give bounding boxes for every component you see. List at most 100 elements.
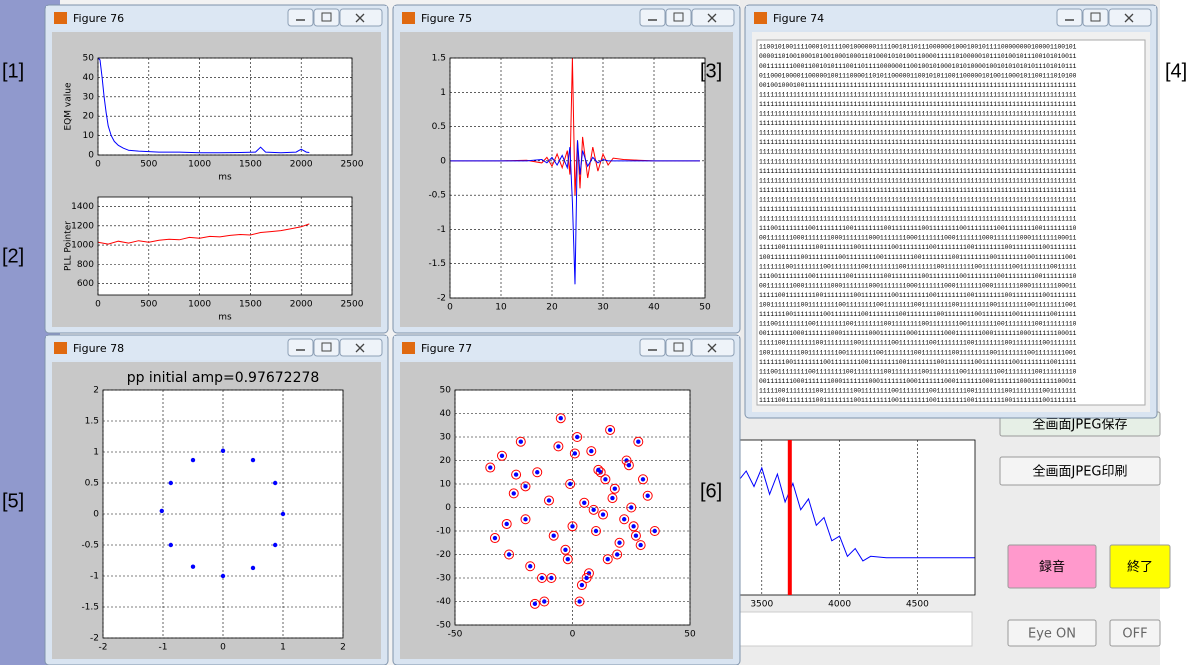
text-line: 1110011111111001111111100111111110011111… (759, 368, 1077, 375)
button[interactable] (1109, 619, 1161, 647)
minimize-button[interactable] (639, 8, 666, 27)
y-tick-label: 1 (93, 448, 99, 458)
x-tick-label: 50 (699, 303, 711, 313)
point (575, 434, 580, 440)
text-line: 0010010001001111111111111111111111111111… (759, 82, 1077, 89)
ring-marker (539, 596, 550, 607)
point (596, 467, 601, 473)
ring-marker (520, 481, 531, 492)
y-tick-label: -10 (436, 527, 451, 537)
maximize-button[interactable] (313, 338, 340, 357)
ring-marker (635, 540, 646, 551)
y-tick-label: 2 (93, 386, 99, 396)
point (168, 480, 173, 486)
ring-marker (532, 467, 543, 478)
text-line: 0011111110001111111000111111100011111110… (759, 282, 1077, 289)
point (250, 457, 256, 463)
y-axis-label: PLL Pointer (64, 221, 74, 271)
ring-marker (555, 413, 566, 424)
close-glyph (707, 13, 717, 23)
button[interactable] (1007, 619, 1097, 647)
ring-marker (638, 474, 648, 485)
y-tick-label: 20 (83, 112, 95, 122)
y-tick-label: 1.5 (432, 54, 446, 64)
point (638, 542, 643, 548)
text-line: 1111100111111110011111111001111111100111… (759, 397, 1077, 404)
annotation: [3] (700, 60, 722, 82)
x-tick-label: 3500 (750, 600, 773, 610)
x-tick-label: 2 (340, 643, 346, 653)
point (273, 480, 278, 486)
y-tick-label: 10 (440, 480, 452, 490)
point (556, 444, 561, 449)
y-tick-label: -1 (437, 225, 446, 235)
point (622, 517, 627, 522)
point (190, 564, 196, 569)
point (612, 486, 617, 491)
chart-title: pp initial amp=0.97672278 (127, 370, 320, 386)
point (582, 500, 587, 505)
x-tick-label: -50 (448, 630, 463, 640)
minimize-button[interactable] (1056, 8, 1083, 27)
y-tick-label: 1400 (71, 202, 94, 212)
ring-marker (588, 504, 599, 515)
point (280, 511, 286, 517)
point (584, 575, 589, 581)
maximize-button[interactable] (1082, 8, 1109, 27)
axes (740, 440, 975, 595)
point (617, 540, 622, 545)
button-label: Eye ON (1028, 627, 1076, 642)
ring-marker (605, 424, 616, 435)
ring-marker (553, 441, 564, 452)
ring-marker (595, 467, 606, 478)
x-tick-label: 1000 (188, 300, 211, 310)
button-label: 全画面JPEG保存 (1033, 417, 1128, 433)
text-line: 0011111110001111111000111111100011111110… (759, 235, 1077, 242)
text-line: 1100101001111000101111001000000111100101… (759, 44, 1077, 51)
axes-frame (97, 196, 353, 296)
button[interactable] (1007, 544, 1097, 589)
x-tick-label: 4500 (906, 600, 929, 610)
ring-marker (497, 450, 507, 461)
button-label: 終了 (1127, 559, 1153, 575)
point (631, 524, 636, 529)
point (168, 542, 173, 548)
line-series (97, 223, 310, 245)
text-line: 1111111111111111111111111111111111111111… (759, 111, 1077, 118)
y-tick-label: -2 (90, 634, 99, 644)
ring-marker (576, 580, 587, 591)
x-tick-label: 2000 (290, 160, 313, 170)
x-tick-label: 10 (495, 303, 507, 313)
point (220, 448, 226, 453)
point (532, 601, 538, 607)
maximize-button[interactable] (665, 338, 692, 357)
app-icon (402, 342, 415, 354)
ring-marker (562, 554, 573, 565)
maximize-button[interactable] (665, 8, 692, 27)
button-label: OFF (1122, 627, 1147, 642)
minimize-button[interactable] (639, 338, 666, 357)
point (591, 507, 596, 513)
button[interactable] (999, 456, 1161, 486)
text-line: 1111111111111111111111111111111111111111… (759, 149, 1077, 156)
y-tick-label: -0.5 (81, 541, 99, 551)
point (546, 498, 552, 503)
maximize-button[interactable] (313, 8, 340, 27)
minimize-button[interactable] (287, 338, 314, 357)
line-series (97, 57, 310, 154)
text-line: 0000110100100010100100010001101000101010… (759, 53, 1077, 60)
text-line: 1111111001111111100111111110011111111001… (759, 263, 1077, 270)
button[interactable] (1109, 544, 1171, 589)
plot-area (97, 57, 310, 154)
y-tick-label: -0.5 (428, 191, 446, 201)
ring-marker (567, 521, 578, 532)
point (565, 557, 570, 562)
ring-marker (626, 502, 637, 513)
minimize-button[interactable] (287, 8, 314, 27)
point (640, 477, 646, 482)
text-line: 0011111110001111111000111111100011111110… (759, 378, 1077, 385)
x-tick-label: 500 (140, 300, 157, 310)
ring-marker (628, 521, 639, 532)
text-line: 0011111110001100101011100110111100000011… (759, 63, 1077, 70)
